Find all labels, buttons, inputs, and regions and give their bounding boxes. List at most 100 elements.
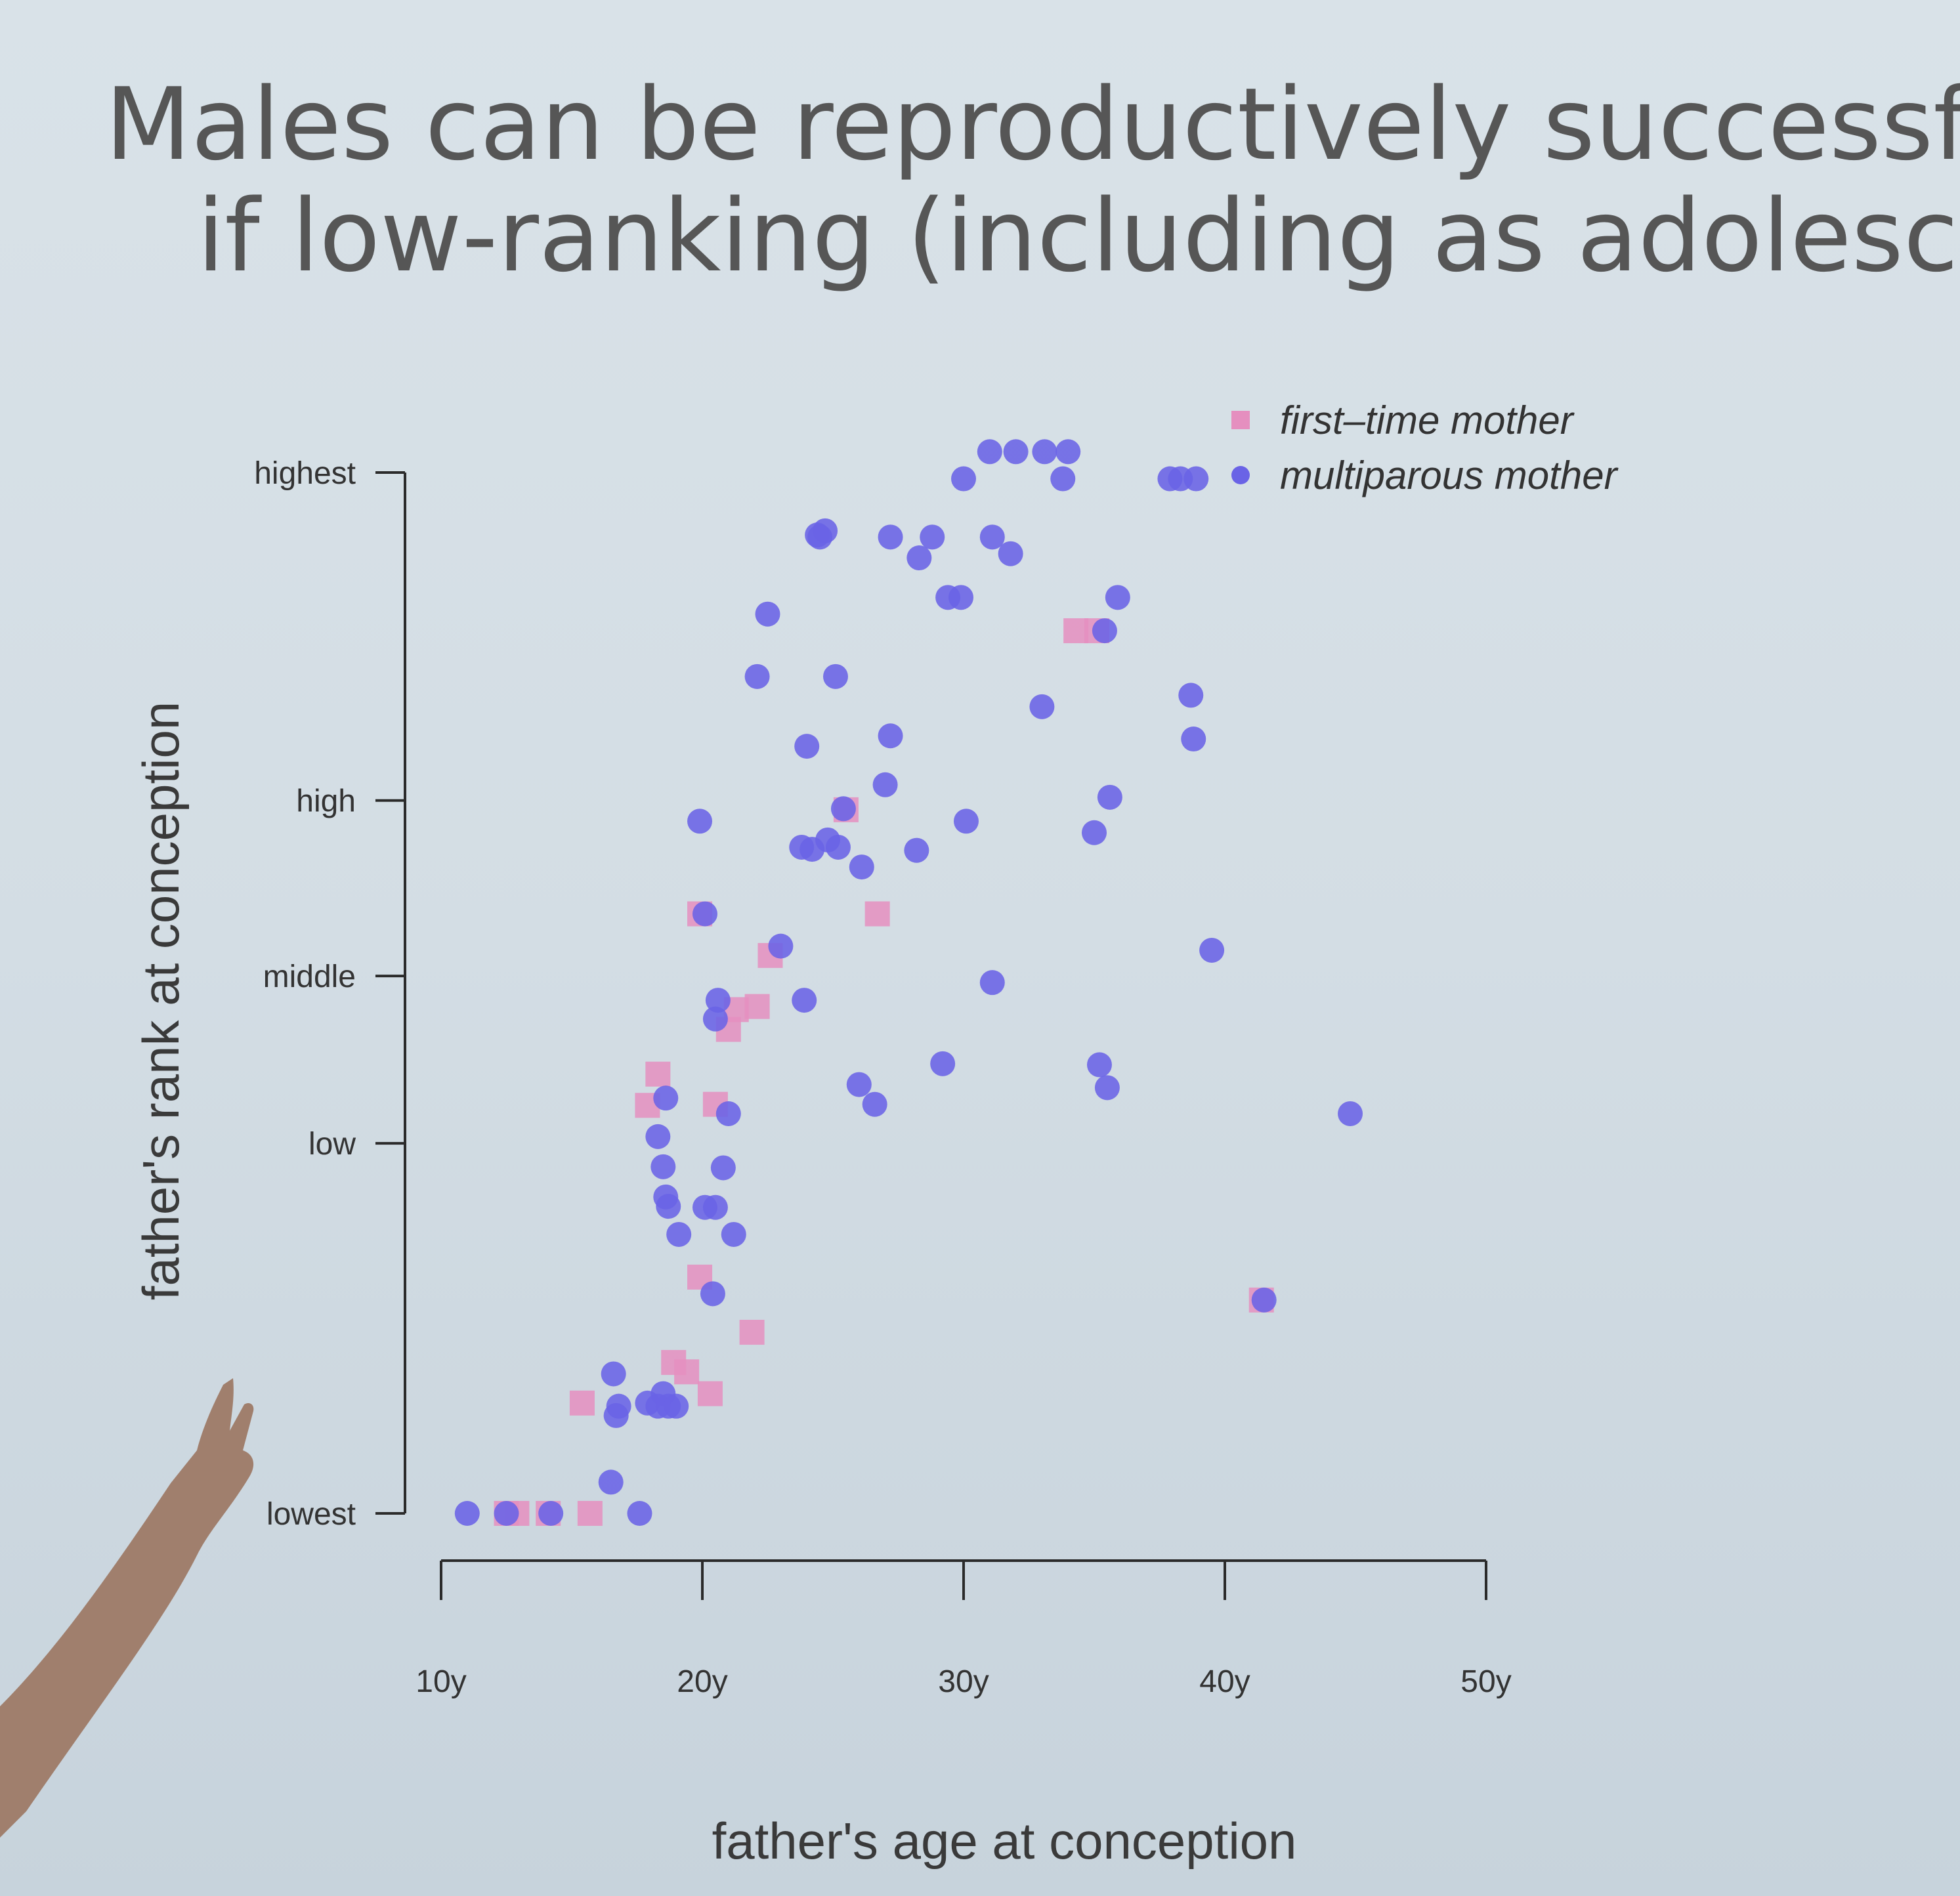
multiparous-mother-point (687, 809, 713, 834)
multiparous-mother-point (998, 541, 1023, 566)
multiparous-mother-point (1251, 1287, 1277, 1313)
x-axis: 10y 20y 30y 40y 50y (415, 1559, 1512, 1699)
x-tick-label: 50y (1460, 1664, 1511, 1699)
legend-square-marker (1231, 411, 1250, 429)
first-time-mother-point (674, 1359, 700, 1385)
multiparous-mother-point (979, 970, 1005, 996)
multiparous-mother-point (872, 772, 898, 797)
slide-title: Males can be reproductively successful i… (105, 69, 1960, 305)
y-tick-label: high (296, 784, 356, 819)
multiparous-mother-point (825, 834, 851, 860)
x-axis-title: father's age at conception (712, 1812, 1297, 1870)
multiparous-mother-point (977, 439, 1002, 465)
multiparous-mother-point (1032, 439, 1057, 465)
multiparous-mother-point (1082, 820, 1107, 845)
multiparous-mother-point (906, 545, 932, 571)
multiparous-mother-point (653, 1085, 679, 1111)
multiparous-mother-point (692, 901, 717, 927)
multiparous-mother-point (794, 734, 820, 759)
multiparous-mother-point (755, 601, 780, 627)
multiparous-mother-point (1055, 439, 1081, 465)
multiparous-mother-point (768, 933, 794, 959)
multiparous-mother-point (878, 723, 903, 749)
multiparous-mother-point (807, 524, 833, 550)
first-time-mother-point (744, 994, 770, 1019)
slide-title-line-2: if low-ranking (including as adolescer (197, 178, 1960, 294)
multiparous-mother-point (951, 466, 976, 492)
y-tick-label: low (309, 1127, 356, 1162)
multiparous-mother-point (700, 1281, 725, 1307)
multiparous-mother-point (666, 1221, 692, 1247)
multiparous-mother-point (792, 988, 817, 1013)
y-axis-title: father's rank at conception (132, 702, 190, 1300)
y-tick-label: middle (263, 959, 356, 994)
multiparous-mother-point (656, 1194, 681, 1219)
multiparous-mother-point (664, 1393, 689, 1419)
multiparous-mother-point (948, 585, 974, 610)
first-time-mother-point (645, 1061, 671, 1087)
x-tick-label: 40y (1199, 1664, 1250, 1699)
multiparous-mother-point (702, 1194, 728, 1220)
multiparous-mother-point (645, 1124, 671, 1149)
multiparous-mother-point (705, 988, 731, 1013)
multiparous-mother-point (1178, 683, 1204, 708)
multiparous-mother-point (603, 1402, 629, 1428)
multiparous-mother-point (930, 1051, 956, 1076)
multiparous-mother-point (1097, 784, 1122, 810)
arm-shape (0, 1378, 254, 1838)
multiparous-mother-point (494, 1501, 519, 1526)
multiparous-mother-point (878, 524, 903, 550)
legend-circle-marker (1231, 466, 1250, 484)
y-axis: lowest low middle high highest (254, 456, 406, 1532)
multiparous-mother-point (538, 1501, 564, 1526)
y-tick-label: lowest (266, 1497, 356, 1532)
multiparous-mother-point (953, 809, 979, 834)
multiparous-mother-point (710, 1155, 736, 1181)
multiparous-mother-point (650, 1154, 676, 1179)
multiparous-mother-point (920, 524, 945, 550)
multiparous-mother-point (721, 1221, 746, 1247)
multiparous-mother-point (1105, 585, 1130, 610)
multiparous-mother-point (1338, 1101, 1363, 1126)
multiparous-mother-point (627, 1501, 652, 1526)
x-tick-label: 10y (415, 1664, 466, 1699)
multiparous-mother-point (1199, 937, 1225, 963)
multiparous-mother-point (846, 1072, 872, 1097)
first-time-mother-point (577, 1501, 603, 1526)
x-tick-label: 20y (677, 1664, 727, 1699)
multiparous-mother-point (1181, 727, 1206, 752)
multiparous-mother-point (1003, 439, 1029, 465)
multiparous-mother-point (862, 1091, 887, 1117)
multiparous-mother-point (830, 796, 856, 822)
multiparous-mother-point (849, 854, 874, 880)
first-time-mother-point (864, 901, 890, 927)
first-time-mother-point (739, 1320, 765, 1345)
multiparous-mother-point (715, 1101, 741, 1126)
multiparous-mother-point (904, 837, 929, 863)
first-time-mother-point (1063, 618, 1089, 644)
multiparous-mother-point (822, 664, 848, 689)
multiparous-mother-point (744, 664, 770, 689)
first-time-mother-point (697, 1381, 723, 1406)
multiparous-mother-point (1183, 466, 1209, 492)
slide-title-line-1: Males can be reproductively successful (105, 69, 1960, 182)
legend: first–time mother multiparous mother (1231, 398, 1619, 497)
multiparous-mother-point (598, 1469, 624, 1495)
legend-label: first–time mother (1280, 398, 1575, 442)
multiparous-mother-point (702, 1006, 728, 1032)
multiparous-mother-point (1094, 1075, 1120, 1101)
presenter-arm-image (0, 1378, 254, 1838)
multiparous-mother-point (601, 1361, 626, 1387)
multiparous-mother-point (1086, 1052, 1112, 1078)
x-tick-label: 30y (938, 1664, 989, 1699)
y-tick-label: highest (254, 456, 356, 491)
multiparous-mother-point (1029, 694, 1055, 719)
multiparous-mother-point (1050, 466, 1076, 492)
multiparous-mother-point (454, 1501, 480, 1526)
multiparous-mother-point (979, 524, 1005, 550)
first-time-mother-point (569, 1390, 595, 1416)
data-points (454, 439, 1363, 1526)
legend-label: multiparous mother (1280, 453, 1619, 497)
multiparous-mother-point (1092, 618, 1117, 644)
